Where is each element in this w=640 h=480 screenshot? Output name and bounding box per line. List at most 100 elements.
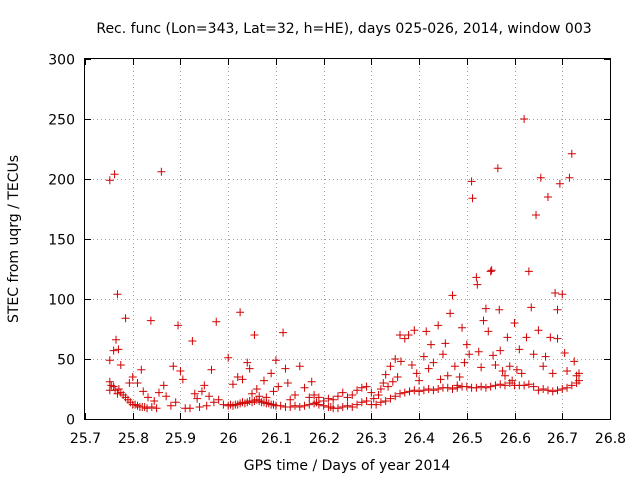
data-point [520, 115, 529, 123]
data-point [291, 391, 299, 399]
data-point [529, 350, 538, 359]
data-point [462, 340, 471, 349]
data-point [200, 381, 209, 390]
data-point [553, 386, 562, 395]
data-point [443, 383, 452, 392]
data-point [166, 401, 175, 410]
data-point [560, 349, 569, 357]
data-point [193, 394, 202, 403]
x-tick-label: 25.8 [118, 431, 149, 447]
data-point [105, 356, 114, 365]
data-point [524, 267, 533, 276]
data-point [143, 404, 152, 413]
data-point [114, 385, 123, 393]
data-point [567, 149, 576, 158]
x-tick-label: 26.5 [452, 431, 483, 447]
data-point [407, 361, 416, 369]
data-point [405, 387, 414, 396]
gridlines [85, 59, 610, 419]
data-point [510, 319, 519, 327]
data-point [434, 321, 443, 330]
data-point [171, 398, 180, 407]
data-point [563, 383, 572, 392]
data-point [508, 376, 517, 385]
data-point [121, 314, 130, 323]
data-point [467, 177, 476, 186]
data-point [436, 375, 445, 384]
data-point [489, 351, 498, 360]
data-point [262, 393, 271, 402]
data-point [374, 391, 383, 399]
data-point [477, 382, 486, 391]
data-point [105, 377, 114, 386]
data-point [503, 333, 512, 342]
x-tick-label: 26.7 [547, 431, 578, 447]
data-point [343, 393, 352, 402]
data-point [362, 382, 371, 391]
data-point [496, 346, 505, 355]
data-point [484, 327, 493, 336]
data-point [116, 361, 125, 369]
data-point [412, 369, 421, 378]
data-point [546, 333, 555, 342]
data-point [574, 369, 583, 378]
data-point [534, 386, 543, 395]
data-point [522, 333, 531, 342]
data-point [376, 385, 385, 393]
data-point [474, 347, 483, 356]
data-point [543, 193, 552, 201]
data-point [333, 404, 342, 413]
data-point [505, 362, 514, 371]
data-point [255, 392, 264, 401]
data-point [150, 397, 159, 405]
data-point [338, 403, 347, 411]
data-point [391, 392, 400, 401]
data-point [453, 383, 462, 392]
data-point [212, 317, 221, 326]
data-point [396, 389, 404, 398]
x-tick-label: 26.8 [595, 431, 626, 447]
data-point [169, 362, 178, 371]
data-point [279, 328, 288, 337]
data-point [152, 404, 161, 413]
x-tick-label: 26 [220, 431, 238, 447]
data-point [109, 382, 118, 391]
data-point [548, 387, 557, 396]
data-point [551, 289, 560, 297]
data-point [295, 403, 304, 411]
data-point [195, 403, 204, 411]
data-point [536, 173, 545, 182]
data-point [137, 365, 146, 374]
data-point [501, 381, 509, 390]
x-axis-title: GPS time / Days of year 2014 [244, 458, 451, 474]
data-point [276, 401, 285, 410]
data-point [472, 383, 481, 392]
data-point [381, 370, 390, 379]
data-point [286, 403, 295, 411]
data-point [486, 382, 495, 391]
data-point [146, 316, 155, 325]
data-point [343, 401, 352, 410]
x-tick-label: 26.3 [356, 431, 387, 447]
data-point [133, 379, 142, 387]
data-point [410, 326, 419, 335]
data-point [495, 305, 504, 314]
data-point [357, 383, 366, 392]
data-point [448, 291, 457, 300]
data-point [553, 334, 562, 343]
data-point [465, 350, 474, 359]
x-tick-label: 26.2 [309, 431, 340, 447]
data-point [539, 385, 548, 393]
data-point [434, 385, 443, 393]
y-tick-label: 200 [48, 173, 75, 189]
data-point [178, 375, 187, 384]
data-point [274, 382, 283, 391]
data-point [548, 369, 557, 378]
data-point [174, 321, 183, 330]
data-point [558, 385, 567, 393]
data-point [419, 352, 428, 361]
data-point [534, 326, 543, 335]
data-point [498, 367, 507, 375]
data-point [479, 316, 488, 325]
